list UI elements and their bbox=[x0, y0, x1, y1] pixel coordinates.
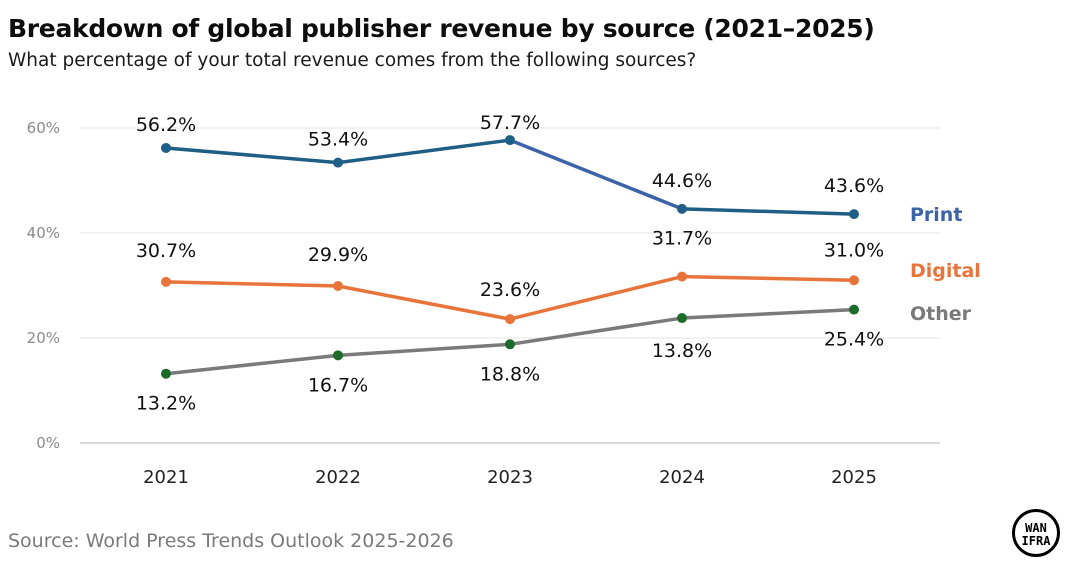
print-data-label: 53.4% bbox=[308, 129, 368, 151]
other-data-label: 13.8% bbox=[652, 340, 712, 362]
logo-text-line2: IFRA bbox=[1022, 534, 1052, 548]
series-lines bbox=[164, 138, 856, 376]
digital-data-label: 31.7% bbox=[652, 228, 712, 250]
digital-line-segment bbox=[680, 274, 856, 282]
x-tick-label: 2021 bbox=[143, 467, 189, 488]
digital-data-label: 31.0% bbox=[824, 239, 884, 261]
legend: Print Digital Other bbox=[910, 204, 981, 325]
chart-title: Breakdown of global publisher revenue by… bbox=[8, 14, 875, 43]
y-tick-label: 20% bbox=[27, 329, 60, 347]
x-axis-ticks: 2021 2022 2023 2024 2025 bbox=[143, 467, 877, 488]
other-data-label: 16.7% bbox=[308, 374, 368, 396]
gridlines bbox=[80, 127, 940, 444]
print-point bbox=[849, 209, 859, 220]
print-point bbox=[333, 157, 343, 168]
y-axis-ticks: 0% 20% 40% 60% bbox=[27, 119, 60, 452]
other-line-segment bbox=[508, 316, 684, 347]
x-tick-label: 2025 bbox=[831, 467, 877, 488]
legend-print: Print bbox=[910, 204, 962, 226]
y-tick-label: 40% bbox=[27, 224, 60, 242]
digital-point bbox=[161, 276, 171, 287]
x-tick-label: 2024 bbox=[659, 467, 705, 488]
other-line-segment bbox=[336, 342, 512, 358]
print-point bbox=[677, 203, 687, 214]
digital-line-segment bbox=[164, 280, 340, 288]
other-data-label: 18.8% bbox=[480, 363, 540, 385]
print-line-segment bbox=[164, 146, 340, 165]
series-markers bbox=[161, 135, 859, 379]
x-tick-label: 2023 bbox=[487, 467, 533, 488]
print-data-label: 56.2% bbox=[136, 114, 196, 136]
digital-data-label: 29.9% bbox=[308, 244, 368, 266]
legend-other: Other bbox=[910, 303, 972, 325]
other-line-segment bbox=[680, 307, 856, 320]
other-point bbox=[161, 368, 171, 379]
print-line-segment bbox=[336, 138, 512, 165]
print-data-label: 44.6% bbox=[652, 170, 712, 192]
y-tick-label: 0% bbox=[36, 434, 60, 452]
print-data-label: 43.6% bbox=[824, 175, 884, 197]
other-point bbox=[849, 304, 859, 315]
print-point bbox=[505, 135, 515, 146]
x-tick-label: 2022 bbox=[315, 467, 361, 488]
other-point bbox=[677, 313, 687, 324]
digital-point bbox=[849, 275, 859, 286]
y-tick-label: 60% bbox=[27, 119, 60, 137]
digital-data-label: 30.7% bbox=[136, 240, 196, 262]
data-labels: 56.2% 53.4% 57.7% 44.6% 43.6% 30.7% 29.9% 23.6%… bbox=[136, 112, 884, 415]
logo-text-line1: WAN bbox=[1025, 521, 1047, 535]
print-point bbox=[161, 142, 171, 153]
source-note: Source: World Press Trends Outlook 2025-… bbox=[8, 530, 454, 552]
other-line-segment bbox=[164, 353, 340, 376]
print-line-segment bbox=[680, 207, 856, 216]
legend-digital: Digital bbox=[910, 260, 981, 282]
digital-point bbox=[333, 281, 343, 292]
chart-subtitle: What percentage of your total revenue co… bbox=[8, 50, 697, 71]
other-data-label: 13.2% bbox=[136, 393, 196, 415]
wan-ifra-logo-icon: WAN IFRA bbox=[1012, 509, 1060, 557]
other-point bbox=[505, 339, 515, 350]
digital-point bbox=[505, 314, 515, 325]
digital-line-segment bbox=[336, 284, 512, 321]
other-point bbox=[333, 350, 343, 361]
print-data-label: 57.7% bbox=[480, 112, 540, 134]
other-data-label: 25.4% bbox=[824, 329, 884, 351]
digital-line-segment bbox=[508, 274, 684, 321]
print-line-segment bbox=[508, 138, 684, 211]
digital-point bbox=[677, 271, 687, 282]
digital-data-label: 23.6% bbox=[480, 279, 540, 301]
